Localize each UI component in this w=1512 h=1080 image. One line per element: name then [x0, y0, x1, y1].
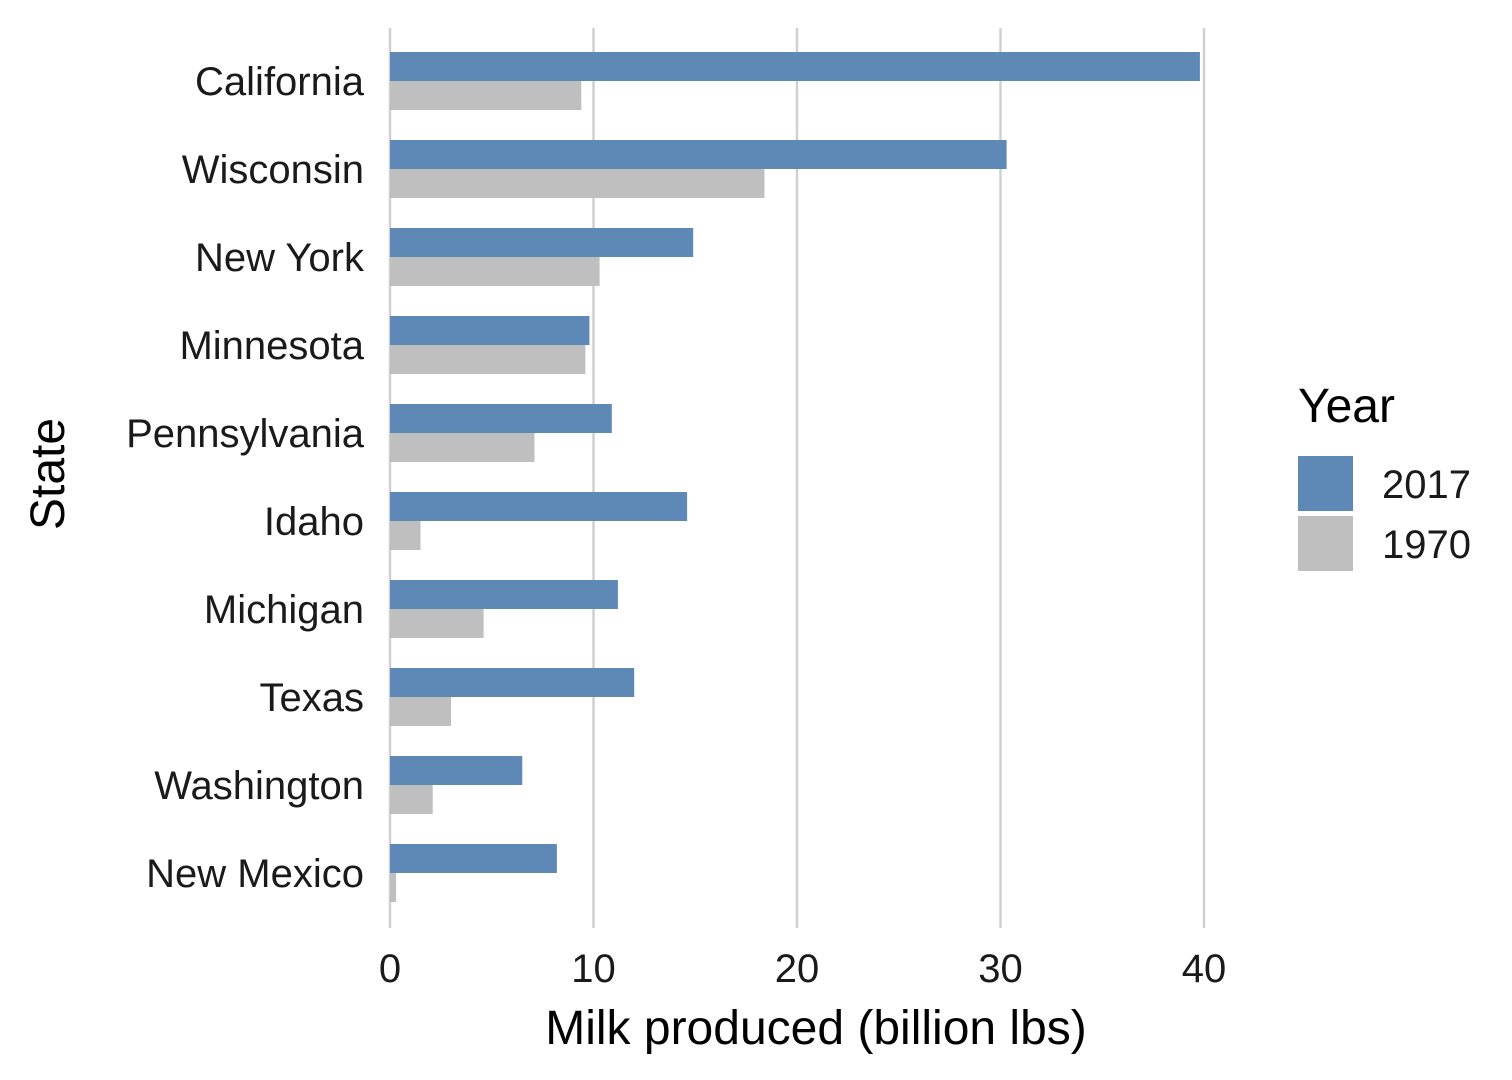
y-axis-title: State — [22, 418, 75, 530]
legend-label-1970: 1970 — [1382, 523, 1471, 567]
legend-swatch-1970 — [1298, 516, 1353, 571]
legend: Year 2017 1970 — [1298, 380, 1471, 571]
y-tick-label: Minnesota — [179, 324, 364, 368]
bar-1970-michigan — [390, 609, 484, 638]
bars — [390, 52, 1200, 902]
legend-label-2017: 2017 — [1382, 463, 1471, 507]
bar-2017-california — [390, 52, 1200, 81]
legend-swatch-2017 — [1298, 456, 1353, 511]
bar-1970-idaho — [390, 521, 421, 550]
legend-title: Year — [1298, 380, 1395, 433]
y-tick-label: Washington — [154, 764, 364, 808]
bar-1970-texas — [390, 697, 452, 726]
bar-1970-pennsylvania — [390, 433, 535, 462]
bar-2017-texas — [390, 668, 635, 697]
x-tick-label: 10 — [571, 947, 616, 991]
x-tick-labels: 0 10 20 30 40 — [379, 947, 1226, 991]
x-tick-label: 40 — [1182, 947, 1227, 991]
x-axis-title: Milk produced (billion lbs) — [545, 1002, 1087, 1055]
y-tick-label: California — [195, 60, 365, 104]
y-tick-label: Texas — [260, 676, 365, 720]
bar-2017-new-york — [390, 228, 694, 257]
bar-1970-new-york — [390, 257, 600, 286]
y-tick-label: New York — [195, 236, 365, 280]
y-tick-labels: California Wisconsin New York Minnesota Penn… — [126, 60, 365, 896]
x-tick-label: 20 — [775, 947, 820, 991]
bar-2017-washington — [390, 756, 523, 785]
x-tick-label: 0 — [379, 947, 401, 991]
bar-1970-new-mexico — [390, 873, 397, 902]
bar-2017-pennsylvania — [390, 404, 612, 433]
bar-2017-michigan — [390, 580, 618, 609]
bar-1970-wisconsin — [390, 169, 765, 198]
y-tick-label: Idaho — [264, 500, 364, 544]
x-tick-label: 30 — [978, 947, 1023, 991]
bar-1970-minnesota — [390, 345, 586, 374]
bar-2017-idaho — [390, 492, 688, 521]
y-tick-label: Michigan — [204, 588, 364, 632]
bar-2017-wisconsin — [390, 140, 1007, 169]
y-tick-label: New Mexico — [146, 852, 364, 896]
bar-1970-washington — [390, 785, 433, 814]
y-tick-label: Pennsylvania — [126, 412, 365, 456]
y-tick-label: Wisconsin — [182, 148, 364, 192]
bar-2017-minnesota — [390, 316, 590, 345]
bar-1970-california — [390, 81, 582, 110]
bar-2017-new-mexico — [390, 844, 557, 873]
